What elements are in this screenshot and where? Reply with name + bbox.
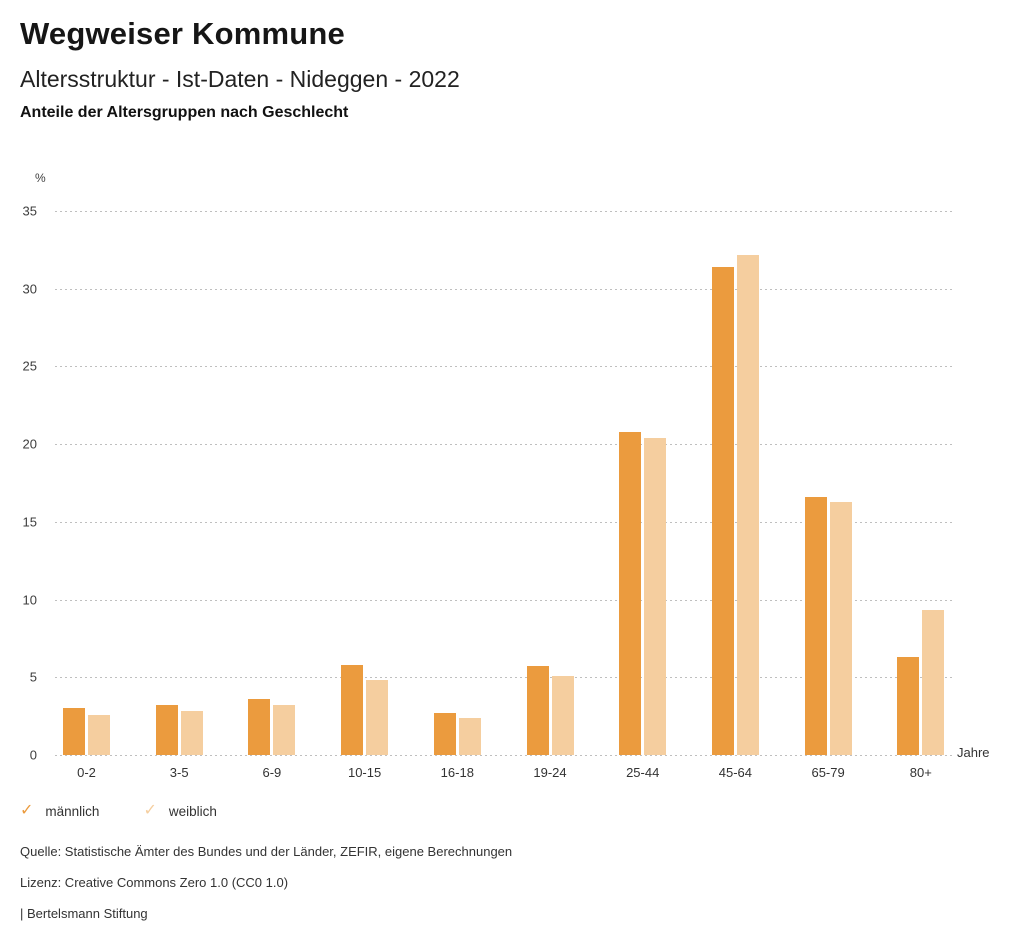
y-tick-label-0: 0 (29, 747, 37, 763)
x-tick-label-19-24: 19-24 (533, 765, 567, 780)
check-icon: ✓ (143, 802, 157, 819)
chart-title: Altersstruktur - Ist-Daten - Nideggen - … (20, 66, 460, 92)
gridline-10 (55, 599, 953, 601)
y-tick-label-15: 15 (22, 514, 37, 530)
y-axis-unit-label: % (35, 171, 46, 185)
chart-legend: ✓ männlich ✓ weiblich (20, 803, 261, 819)
x-tick-label-65-79: 65-79 (811, 765, 845, 780)
bar-weiblich-65-79[interactable] (829, 501, 852, 755)
legend-item-maennlich[interactable]: ✓ männlich (20, 803, 99, 819)
x-axis-unit-label: Jahre (957, 745, 990, 760)
chart-subtitle: Anteile der Altersgruppen nach Geschlech… (20, 104, 349, 121)
bar-weiblich-45-64[interactable] (736, 254, 759, 755)
x-tick-label-16-18: 16-18 (440, 765, 474, 780)
y-tick-label-5: 5 (29, 669, 37, 685)
legend-label: männlich (45, 803, 100, 819)
x-tick-label-0-2: 0-2 (77, 765, 96, 780)
x-tick-label-3-5: 3-5 (169, 765, 189, 780)
y-tick-label-30: 30 (22, 281, 37, 297)
bar-weiblich-0-2[interactable] (88, 714, 110, 755)
x-tick-label-6-9: 6-9 (262, 765, 282, 780)
bar-weiblich-6-9[interactable] (273, 705, 296, 755)
bar-männlich-25-44[interactable] (619, 431, 642, 755)
y-tick-label-20: 20 (22, 436, 37, 452)
gridline-35 (55, 211, 953, 212)
x-tick-label-25-44: 25-44 (626, 765, 660, 780)
bar-männlich-0-2[interactable] (63, 708, 85, 755)
legend-item-weiblich[interactable]: ✓ weiblich (143, 803, 216, 819)
app-title: Wegweiser Kommune (20, 16, 345, 51)
y-tick-label-25: 25 (22, 358, 37, 374)
attribution-note: | Bertelsmann Stiftung (20, 906, 148, 921)
x-tick-label-10-15: 10-15 (347, 765, 382, 780)
bar-männlich-45-64[interactable] (711, 266, 734, 755)
gridline-0 (55, 755, 953, 756)
bar-weiblich-19-24[interactable] (551, 675, 574, 755)
x-axis: 0-2 3-5 6-9 10-15 16-18 19-24 25-44 45-64 65-79 8… (55, 765, 953, 785)
gridline-30 (55, 288, 953, 290)
bar-männlich-80+[interactable] (897, 657, 920, 755)
gridline-25 (55, 366, 953, 368)
source-note: Quelle: Statistische Ämter des Bundes un… (20, 844, 513, 859)
bar-männlich-3-5[interactable] (155, 705, 178, 755)
bar-männlich-10-15[interactable] (341, 664, 364, 755)
bar-männlich-19-24[interactable] (526, 666, 549, 755)
bar-männlich-16-18[interactable] (433, 713, 456, 755)
bar-weiblich-16-18[interactable] (458, 717, 481, 755)
y-axis: 0 5 10 15 20 25 30 35 (0, 204, 37, 763)
y-tick-label-35: 35 (22, 203, 37, 219)
bar-weiblich-25-44[interactable] (644, 437, 667, 755)
gridline-20 (55, 444, 953, 446)
legend-label: weiblich (168, 803, 217, 819)
bar-männlich-6-9[interactable] (248, 699, 271, 755)
gridline-5 (55, 677, 953, 679)
bar-weiblich-10-15[interactable] (366, 680, 389, 755)
y-tick-label-10: 10 (22, 592, 37, 608)
plot-area (55, 211, 953, 756)
x-tick-label-45-64: 45-64 (718, 765, 753, 780)
gridline-15 (55, 521, 953, 523)
x-tick-label-80+: 80+ (909, 765, 932, 780)
bar-weiblich-80+[interactable] (922, 610, 945, 755)
bar-weiblich-3-5[interactable] (180, 711, 203, 755)
check-icon: ✓ (20, 802, 34, 819)
license-note: Lizenz: Creative Commons Zero 1.0 (CC0 1… (20, 875, 289, 890)
bar-männlich-65-79[interactable] (804, 497, 827, 755)
